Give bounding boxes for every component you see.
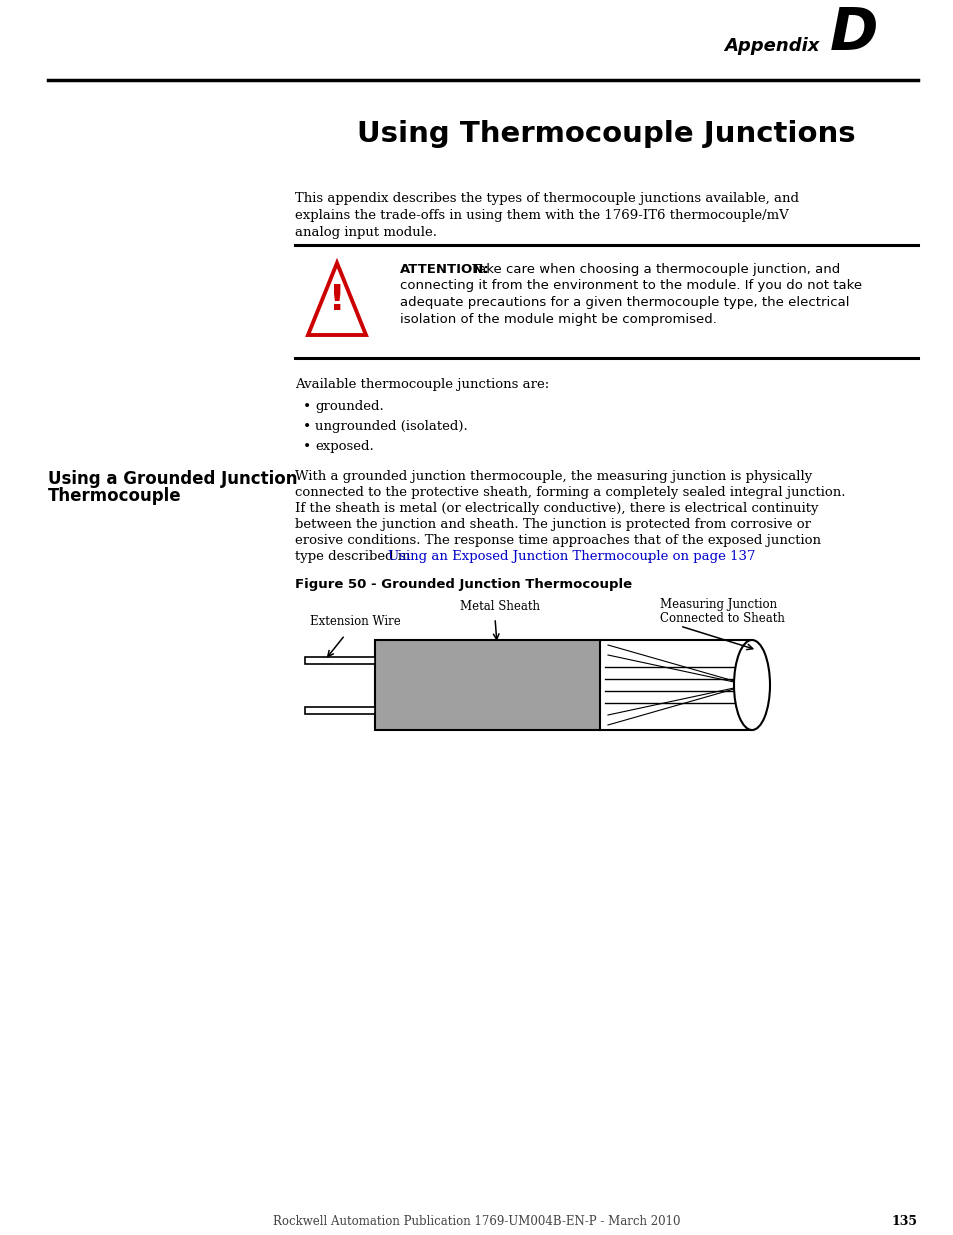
Bar: [375, 640, 599, 730]
Text: This appendix describes the types of thermocouple junctions available, and: This appendix describes the types of the…: [294, 191, 799, 205]
Text: ungrounded (isolated).: ungrounded (isolated).: [314, 420, 467, 433]
Text: Extension Wire: Extension Wire: [310, 615, 400, 629]
Text: Metal Sheath: Metal Sheath: [459, 600, 539, 613]
Text: explains the trade-offs in using them with the 1769-IT6 thermocouple/mV: explains the trade-offs in using them wi…: [294, 209, 788, 222]
Text: 135: 135: [891, 1215, 917, 1228]
Text: D: D: [829, 5, 878, 62]
Text: Using a Grounded Junction: Using a Grounded Junction: [48, 471, 297, 488]
Text: •: •: [302, 420, 311, 433]
Text: erosive conditions. The response time approaches that of the exposed junction: erosive conditions. The response time ap…: [294, 534, 821, 547]
Text: Rockwell Automation Publication 1769-UM004B-EN-P - March 2010: Rockwell Automation Publication 1769-UM0…: [273, 1215, 680, 1228]
Text: exposed.: exposed.: [314, 440, 374, 453]
Text: Connected to Sheath: Connected to Sheath: [659, 613, 784, 625]
Text: type described in: type described in: [294, 550, 415, 563]
Text: connecting it from the environment to the module. If you do not take: connecting it from the environment to th…: [399, 279, 862, 293]
Bar: [305, 706, 375, 714]
Text: grounded.: grounded.: [314, 400, 383, 412]
Text: Using Thermocouple Junctions: Using Thermocouple Junctions: [356, 120, 855, 148]
Text: Thermocouple: Thermocouple: [48, 487, 181, 505]
Ellipse shape: [733, 640, 769, 730]
Bar: [305, 657, 375, 663]
Text: Using an Exposed Junction Thermocouple on page 137: Using an Exposed Junction Thermocouple o…: [388, 550, 755, 563]
Text: adequate precautions for a given thermocouple type, the electrical: adequate precautions for a given thermoc…: [399, 296, 848, 309]
Text: •: •: [302, 400, 311, 414]
Text: Take care when choosing a thermocouple junction, and: Take care when choosing a thermocouple j…: [468, 263, 840, 275]
Text: analog input module.: analog input module.: [294, 226, 436, 240]
Text: !: !: [329, 284, 345, 317]
Text: Appendix: Appendix: [724, 37, 820, 56]
Text: .: .: [646, 550, 651, 563]
Text: connected to the protective sheath, forming a completely sealed integral junctio: connected to the protective sheath, form…: [294, 487, 844, 499]
Text: •: •: [302, 440, 311, 454]
Text: isolation of the module might be compromised.: isolation of the module might be comprom…: [399, 312, 716, 326]
Text: ATTENTION:: ATTENTION:: [399, 263, 489, 275]
Text: Available thermocouple junctions are:: Available thermocouple junctions are:: [294, 378, 549, 391]
Text: Measuring Junction: Measuring Junction: [659, 598, 777, 611]
Text: between the junction and sheath. The junction is protected from corrosive or: between the junction and sheath. The jun…: [294, 517, 810, 531]
Text: With a grounded junction thermocouple, the measuring junction is physically: With a grounded junction thermocouple, t…: [294, 471, 811, 483]
Bar: [599, 640, 760, 730]
Text: If the sheath is metal (or electrically conductive), there is electrical continu: If the sheath is metal (or electrically …: [294, 501, 818, 515]
Text: Figure 50 - Grounded Junction Thermocouple: Figure 50 - Grounded Junction Thermocoup…: [294, 578, 632, 592]
